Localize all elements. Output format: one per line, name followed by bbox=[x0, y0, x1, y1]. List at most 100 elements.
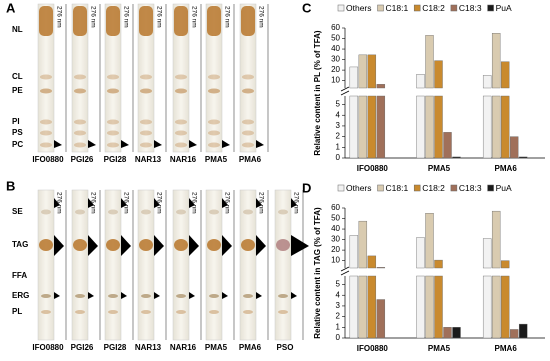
bar bbox=[482, 95, 492, 159]
spot bbox=[41, 294, 51, 298]
tlc-lane bbox=[137, 189, 155, 341]
row-label: SE bbox=[12, 207, 23, 216]
spot bbox=[242, 142, 254, 148]
y-tick-label: 2 bbox=[336, 312, 341, 321]
y-tick-label: 30 bbox=[331, 235, 340, 244]
peak bbox=[154, 292, 160, 299]
x-tick-label: IFO0880 bbox=[357, 344, 389, 353]
bar bbox=[500, 61, 510, 89]
legend-label: C18:1 bbox=[386, 183, 409, 193]
bar bbox=[443, 327, 452, 339]
legend-label: C18:1 bbox=[386, 3, 409, 13]
x-tick-label: PMA6 bbox=[495, 344, 518, 353]
spot bbox=[243, 209, 253, 215]
spot bbox=[278, 209, 288, 215]
spot bbox=[242, 119, 254, 125]
spot bbox=[208, 74, 220, 80]
row-label: PI bbox=[12, 117, 20, 126]
spot bbox=[108, 310, 118, 314]
spot bbox=[140, 130, 152, 136]
bar bbox=[416, 74, 425, 89]
tlc-lane bbox=[172, 189, 190, 341]
y-tick-label: 20 bbox=[331, 245, 340, 254]
lane-label: NAR16 bbox=[170, 155, 197, 164]
spot bbox=[176, 294, 186, 298]
bar bbox=[491, 275, 501, 339]
uv-label: 276 nm bbox=[292, 192, 299, 214]
y-tick-label: 4 bbox=[336, 290, 341, 299]
bar bbox=[349, 275, 359, 339]
bar bbox=[500, 260, 510, 269]
legend-swatch bbox=[337, 184, 345, 192]
spot bbox=[242, 130, 254, 136]
spot bbox=[209, 310, 219, 314]
axis-break bbox=[340, 270, 350, 276]
bar bbox=[367, 95, 377, 159]
y-tick-label: 20 bbox=[331, 65, 340, 74]
row-label: PE bbox=[12, 86, 23, 95]
spot bbox=[40, 119, 52, 125]
spot bbox=[40, 142, 52, 148]
bar bbox=[518, 323, 528, 339]
bar bbox=[452, 156, 461, 159]
peak bbox=[222, 140, 230, 148]
lane-label: PGI28 bbox=[104, 343, 127, 352]
lane-label: PSO bbox=[277, 343, 294, 352]
lane-label: PMA5 bbox=[205, 155, 228, 164]
bar bbox=[500, 275, 510, 339]
bar bbox=[349, 235, 359, 269]
spot bbox=[39, 6, 53, 36]
row-label: ERG bbox=[12, 291, 29, 300]
peak bbox=[291, 198, 297, 208]
spot bbox=[107, 130, 119, 136]
spot bbox=[174, 239, 188, 251]
legend-swatch bbox=[487, 184, 494, 192]
tlc-lane bbox=[239, 189, 257, 341]
peak bbox=[54, 292, 60, 299]
peak bbox=[189, 292, 195, 299]
spot bbox=[140, 142, 152, 148]
bar bbox=[443, 132, 452, 159]
y-tick-label: 40 bbox=[331, 44, 340, 53]
legend-swatch bbox=[377, 4, 384, 12]
y-tick-label: 3 bbox=[336, 121, 341, 130]
legend-swatch bbox=[487, 4, 494, 12]
axis-break bbox=[340, 90, 350, 96]
uv-label: 276 nm bbox=[122, 6, 129, 28]
lane-label: PGI26 bbox=[71, 343, 94, 352]
bar bbox=[482, 275, 492, 339]
legend-label: PuA bbox=[496, 183, 512, 193]
legend-label: PuA bbox=[496, 3, 512, 13]
bar bbox=[367, 275, 377, 339]
y-tick-label: 2 bbox=[336, 132, 341, 141]
y-tick-label: 4 bbox=[336, 110, 341, 119]
legend-label: C18:2 bbox=[422, 3, 445, 13]
lane-label: PMA6 bbox=[239, 343, 262, 352]
legend-label: C18:2 bbox=[422, 183, 445, 193]
spot bbox=[106, 239, 120, 251]
panel-letter: C bbox=[302, 0, 312, 15]
uv-label: 276 nm bbox=[155, 192, 162, 214]
bar bbox=[358, 95, 368, 159]
spot bbox=[74, 130, 86, 136]
y-tick-label: 10 bbox=[331, 76, 340, 85]
spot bbox=[278, 294, 288, 298]
peak bbox=[54, 140, 62, 148]
bar bbox=[509, 136, 519, 159]
legend-label: Others bbox=[346, 183, 372, 193]
peak bbox=[54, 198, 60, 208]
axis-break bbox=[340, 86, 350, 92]
spot bbox=[107, 88, 119, 94]
spot bbox=[140, 74, 152, 80]
spot bbox=[175, 142, 187, 148]
bar bbox=[500, 95, 510, 159]
axis-break bbox=[340, 266, 350, 272]
peak bbox=[154, 140, 162, 148]
spot bbox=[75, 310, 85, 314]
spot bbox=[176, 209, 186, 215]
bar bbox=[491, 210, 501, 269]
spot bbox=[278, 310, 288, 314]
spot bbox=[276, 239, 290, 251]
peak bbox=[256, 292, 262, 299]
